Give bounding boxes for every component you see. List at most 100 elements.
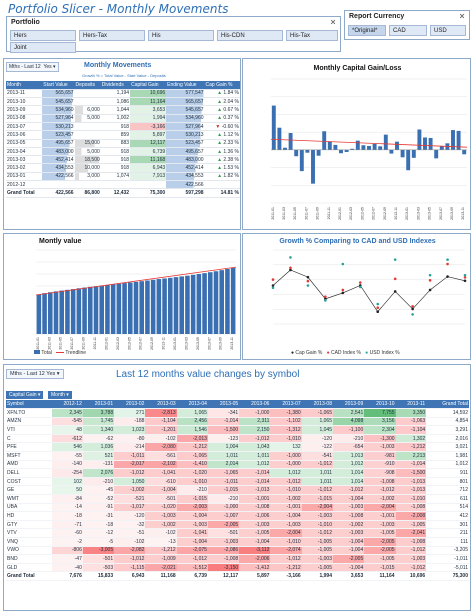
currency-item-cad[interactable]: CAD — [389, 25, 427, 36]
change-cell: -341 — [207, 408, 240, 418]
change-cell: 2,076 — [82, 468, 115, 478]
x-tick-label: 2011-07 — [304, 207, 308, 220]
data-point — [428, 273, 432, 277]
change-cell: 3,291 — [426, 425, 469, 435]
change-cell: -1,003 — [364, 442, 396, 453]
x-tick-label: 2013-01 — [405, 207, 409, 220]
change-cell: -1,006 — [239, 511, 271, 521]
mm-cell: 530,213 — [166, 130, 205, 140]
mm-cell-value: 2.38 % — [222, 156, 239, 163]
mm-cell: 883 — [100, 139, 131, 148]
change-cell: 801 — [426, 477, 469, 487]
slicer-item-his-cdn[interactable]: His-CDN — [217, 30, 283, 41]
bar — [76, 288, 82, 334]
change-cell: -62 — [82, 434, 115, 444]
change-cell: -2,075 — [176, 546, 208, 556]
mm-row: 2013-02 434,553 10,000 918 6,943 452,414 ▲ 1.5… — [6, 163, 240, 173]
slicer-item-hers-tax[interactable]: Hers-Tax — [79, 30, 145, 41]
change-cell: -55 — [51, 451, 83, 461]
change-cell: -5,011 — [426, 563, 469, 573]
change-cell: -2,813 — [145, 408, 177, 418]
change-cell: -1,115 — [114, 563, 146, 573]
changes-header-cell: Symbol — [6, 400, 52, 410]
capital-gain-filter[interactable]: Capital Gain ▾ — [6, 391, 44, 399]
change-cell: -1,001 — [239, 494, 271, 504]
change-cell: -1,004 — [332, 537, 365, 547]
slicer-item-joint[interactable]: Joint — [10, 42, 76, 53]
change-cell: -1,004 — [332, 546, 365, 556]
changes-header-cell: 2013-09 — [332, 400, 365, 410]
change-cell: -1,041 — [145, 468, 177, 478]
mm-cell: 1,194 — [100, 89, 131, 99]
trendline — [270, 138, 468, 148]
mm-cell: 545,657 — [166, 105, 205, 115]
change-cell: -2,080 — [145, 442, 177, 453]
change-cell: -1,004 — [332, 494, 365, 504]
change-cell: -503 — [82, 563, 115, 573]
change-cell: -1,008 — [364, 477, 396, 487]
slicer-item-hers[interactable]: Hers — [10, 30, 76, 41]
currency-item-usd[interactable]: USD — [430, 25, 466, 36]
trendline — [35, 266, 237, 296]
change-cell: 3,156 — [364, 417, 396, 427]
change-cell: -1,104 — [395, 425, 427, 435]
change-cell: -2,006 — [239, 554, 271, 564]
change-cell: -102 — [114, 537, 146, 547]
x-tick-label: 2012-03 — [116, 337, 120, 350]
change-cell: -521 — [114, 494, 146, 504]
change-cell: -908 — [364, 468, 396, 478]
bar — [361, 145, 366, 150]
monthly-value-legend: Total Trendline — [34, 350, 86, 356]
change-cell: -1,065 — [207, 468, 240, 478]
arrow-up-icon: ▲ — [217, 115, 223, 122]
changes-row: BND -47 -501 -1,012 -1,009 -1,012 -1,008 -2,006… — [6, 554, 469, 564]
bar — [122, 283, 127, 334]
mm-total-cell: 422,566 — [42, 188, 75, 198]
portfolio-slicer-label: Portfolio — [11, 19, 40, 26]
change-cell: -1,003 — [301, 511, 333, 521]
period-filter-bottom[interactable]: Mths - Last 12 Yes ▾ — [6, 369, 64, 379]
symbol-cell: COST — [6, 477, 52, 487]
currency-item-original[interactable]: *Original* — [348, 25, 386, 36]
mm-cell: 5,000 — [74, 114, 101, 124]
change-cell: -1,014 — [239, 477, 271, 487]
slicer-item-his-tax[interactable]: His-Tax — [286, 30, 338, 41]
mm-cell: ▲ 1.12 % — [204, 130, 240, 140]
changes-row: VTI 48 1,340 1,023 -1,201 1,546 -1,500 2,150 -1,… — [6, 425, 469, 435]
mm-grand-total-row: Grand Total 422,566 86,800 12,432 75,300 597,… — [6, 188, 240, 198]
mm-cell: 422,566 — [166, 180, 205, 190]
mm-cell: 2013-06 — [6, 130, 43, 140]
month-filter[interactable]: Month ▾ — [48, 391, 72, 399]
changes-total-cell: 11,168 — [145, 571, 177, 581]
change-cell: 521 — [82, 451, 115, 461]
changes-total-cell: 75,300 — [426, 571, 469, 581]
mm-cell: 523,457 — [166, 139, 205, 148]
bar — [70, 289, 76, 334]
clear-filter-icon[interactable]: ⨯ — [459, 13, 465, 20]
change-cell: -31 — [82, 511, 115, 521]
symbol-cell: MSFT — [6, 451, 52, 461]
arrow-up-icon: ▲ — [217, 165, 223, 172]
bar — [42, 293, 47, 334]
period-filter[interactable]: Mths - Last 12 Yes ▾ — [6, 62, 59, 72]
symbol-cell: AMZN — [6, 417, 52, 427]
change-cell: 1,065 — [301, 417, 333, 427]
currency-slicer-header: Report Currency ⨯ — [345, 11, 469, 23]
value-changes-title: Last 12 months value changes by symbol — [116, 369, 300, 380]
symbol-cell: PFE — [6, 442, 52, 453]
change-cell: -1,007 — [207, 511, 240, 521]
change-cell: -102 — [145, 528, 177, 538]
slicer-item-his[interactable]: His — [148, 30, 214, 41]
change-cell: -1,015 — [364, 563, 396, 573]
change-cell: -2,005 — [207, 520, 240, 530]
x-tick-label: 2012-11 — [162, 337, 166, 350]
change-cell: 412 — [426, 511, 469, 521]
mm-cell: 1,994 — [130, 114, 167, 124]
mm-cell: 6,000 — [74, 105, 101, 115]
mm-cell-value: 0.37 % — [222, 115, 239, 122]
bar — [423, 137, 427, 150]
changes-header-cell: 2013-03 — [145, 400, 177, 410]
clear-filter-icon[interactable]: ⨯ — [330, 19, 336, 26]
change-cell: -1,010 — [395, 494, 427, 504]
bar — [179, 276, 184, 334]
